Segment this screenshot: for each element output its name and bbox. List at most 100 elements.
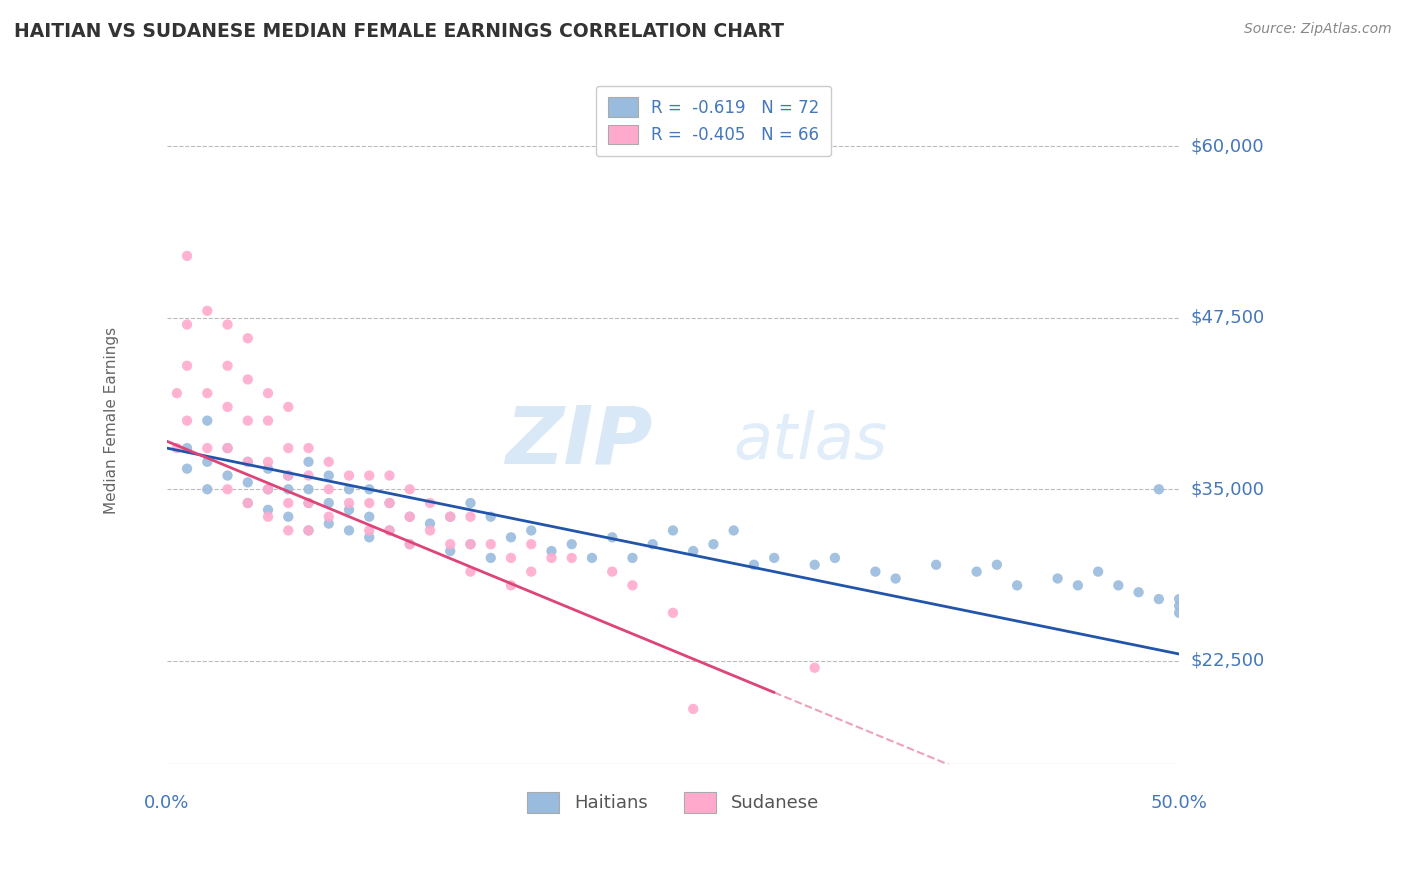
Point — [439, 509, 461, 524]
Point — [1147, 483, 1170, 497]
Text: 50.0%: 50.0% — [1150, 794, 1208, 812]
Point — [1087, 565, 1109, 579]
Point — [236, 496, 259, 510]
Point — [986, 558, 1008, 572]
Point — [217, 318, 239, 332]
Point — [460, 537, 482, 551]
Point — [318, 496, 340, 510]
Point — [236, 475, 259, 490]
Point — [621, 550, 644, 565]
Text: $47,500: $47,500 — [1191, 309, 1264, 326]
Point — [398, 537, 420, 551]
Point — [1046, 572, 1069, 586]
Point — [217, 468, 239, 483]
Point — [439, 537, 461, 551]
Point — [359, 468, 381, 483]
Point — [277, 468, 299, 483]
Point — [166, 441, 188, 455]
Point — [662, 606, 685, 620]
Point — [277, 496, 299, 510]
Point — [742, 558, 765, 572]
Point — [723, 524, 745, 538]
Point — [561, 550, 583, 565]
Point — [378, 524, 401, 538]
Point — [176, 414, 198, 428]
Point — [499, 530, 522, 544]
Point — [297, 441, 319, 455]
Point — [277, 524, 299, 538]
Point — [318, 468, 340, 483]
Point — [176, 318, 198, 332]
Point — [318, 455, 340, 469]
Text: 0.0%: 0.0% — [143, 794, 190, 812]
Point — [195, 386, 218, 401]
Point — [176, 359, 198, 373]
Point — [277, 468, 299, 483]
Point — [1107, 578, 1129, 592]
Point — [337, 496, 360, 510]
Point — [176, 441, 198, 455]
Point — [217, 483, 239, 497]
Point — [257, 386, 280, 401]
Point — [499, 550, 522, 565]
Text: $60,000: $60,000 — [1191, 137, 1264, 155]
Point — [337, 483, 360, 497]
Point — [662, 524, 685, 538]
Text: ZIP: ZIP — [505, 402, 652, 480]
Point — [398, 509, 420, 524]
Point — [297, 496, 319, 510]
Point — [195, 483, 218, 497]
Point — [641, 537, 664, 551]
Point — [318, 483, 340, 497]
Point — [217, 400, 239, 414]
Point — [176, 249, 198, 263]
Point — [257, 483, 280, 497]
Point — [378, 524, 401, 538]
Point — [257, 509, 280, 524]
Point — [359, 496, 381, 510]
Point — [195, 303, 218, 318]
Point — [359, 530, 381, 544]
Point — [1005, 578, 1028, 592]
Point — [378, 496, 401, 510]
Point — [520, 537, 543, 551]
Point — [398, 537, 420, 551]
Point — [166, 386, 188, 401]
Point — [479, 509, 502, 524]
Point — [966, 565, 988, 579]
Point — [865, 565, 887, 579]
Point — [884, 572, 907, 586]
Point — [621, 578, 644, 592]
Legend: Haitians, Sudanese: Haitians, Sudanese — [516, 780, 830, 823]
Point — [824, 550, 846, 565]
Point — [419, 496, 441, 510]
Point — [297, 496, 319, 510]
Point — [682, 544, 704, 558]
Point — [257, 503, 280, 517]
Point — [277, 400, 299, 414]
Text: Median Female Earnings: Median Female Earnings — [104, 327, 118, 514]
Text: Source: ZipAtlas.com: Source: ZipAtlas.com — [1244, 22, 1392, 37]
Point — [257, 455, 280, 469]
Point — [702, 537, 724, 551]
Point — [236, 496, 259, 510]
Point — [359, 524, 381, 538]
Point — [297, 468, 319, 483]
Point — [337, 468, 360, 483]
Point — [176, 461, 198, 475]
Point — [561, 537, 583, 551]
Point — [297, 483, 319, 497]
Point — [925, 558, 948, 572]
Point — [682, 702, 704, 716]
Point — [499, 578, 522, 592]
Text: $22,500: $22,500 — [1191, 652, 1264, 670]
Point — [217, 441, 239, 455]
Point — [297, 455, 319, 469]
Point — [217, 359, 239, 373]
Point — [1147, 592, 1170, 607]
Point — [460, 565, 482, 579]
Point — [1168, 599, 1191, 613]
Point — [1067, 578, 1090, 592]
Point — [600, 565, 623, 579]
Point — [236, 331, 259, 345]
